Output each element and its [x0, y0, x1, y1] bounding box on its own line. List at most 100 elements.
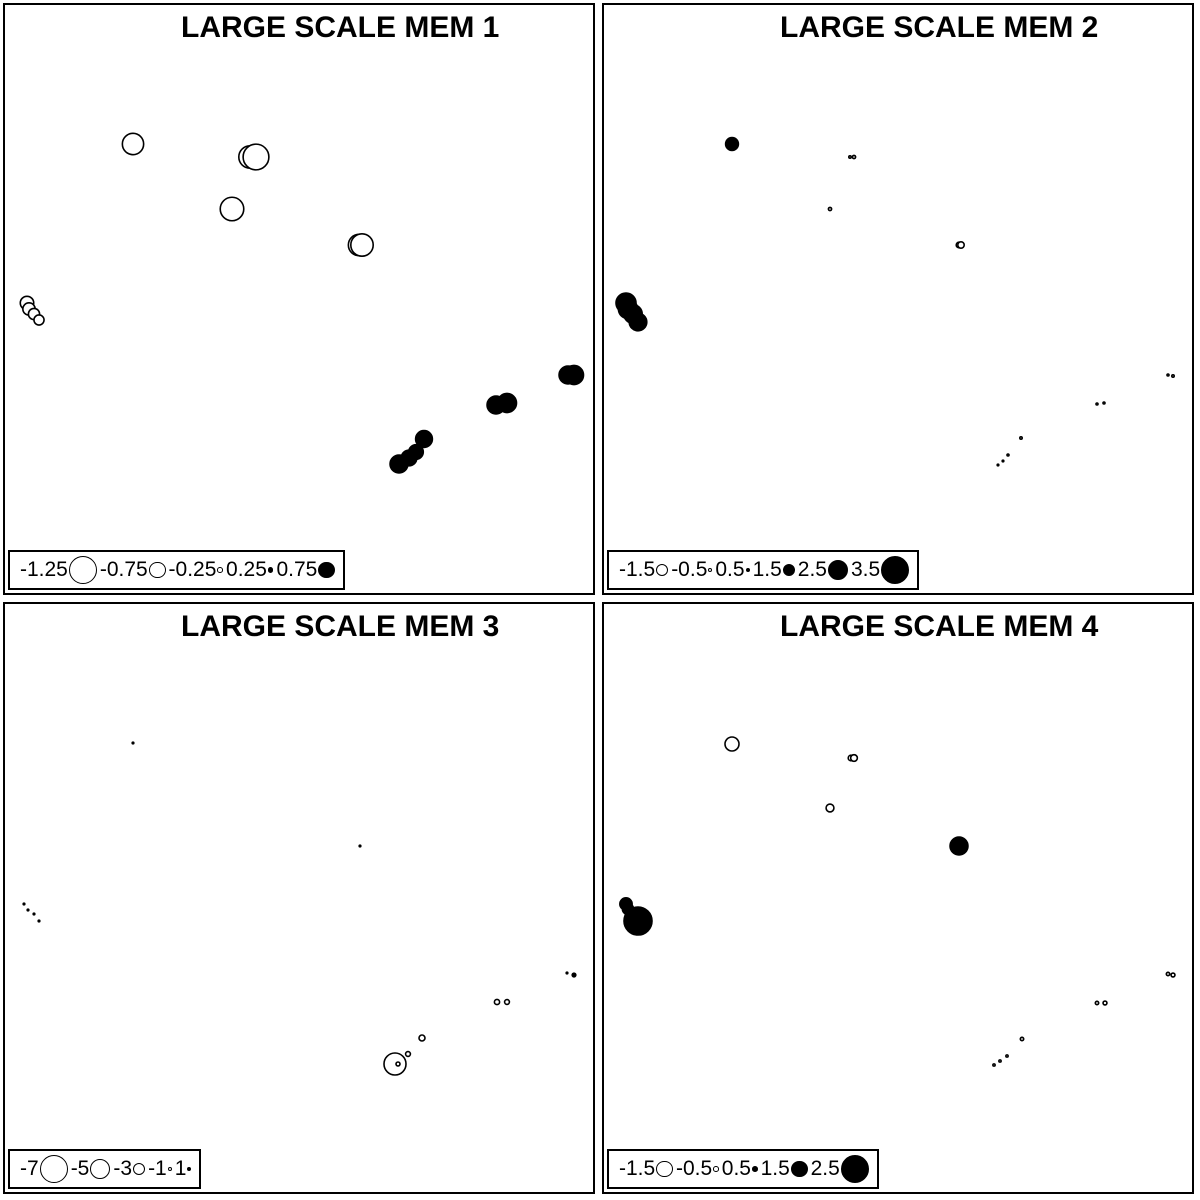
legend-item: 2.5 — [811, 1155, 869, 1183]
data-point — [1006, 453, 1010, 457]
legend-item: 1 — [175, 1157, 192, 1181]
legend-item: -0.5 — [671, 558, 713, 582]
chart-title: LARGE SCALE MEM 1 — [181, 11, 500, 44]
legend-item: 0.5 — [722, 1157, 758, 1181]
scatter-plot — [619, 736, 1176, 1067]
legend-symbol-icon — [39, 1155, 68, 1183]
legend-symbol-icon — [782, 564, 795, 576]
legend: -1.25 -0.75 -0.25 0.25 0.75 — [8, 550, 346, 590]
legend-symbol-icon — [68, 556, 97, 584]
data-point — [1094, 1000, 1100, 1006]
data-point — [389, 454, 409, 474]
data-point — [1018, 435, 1023, 440]
legend-label: 0.75 — [276, 558, 318, 581]
data-point — [32, 912, 36, 916]
legend-symbol-icon — [656, 564, 669, 576]
data-point — [37, 919, 41, 923]
legend-symbol-icon — [656, 1160, 673, 1178]
data-point — [414, 429, 434, 449]
legend-item: 0.75 — [276, 558, 336, 582]
legend-label: -0.25 — [168, 558, 217, 581]
legend-symbol-icon — [708, 568, 713, 572]
chart-title: LARGE SCALE MEM 4 — [780, 610, 1099, 643]
data-point — [33, 314, 45, 326]
legend: -7 -5 -3 -1 1 — [8, 1149, 202, 1189]
legend: -1.5 -0.5 0.5 1.5 2.5 3.5 — [607, 550, 920, 590]
data-point — [383, 1052, 407, 1076]
data-point — [493, 998, 501, 1006]
data-point — [242, 143, 270, 171]
legend-symbol-icon — [167, 1167, 172, 1171]
data-point — [565, 971, 569, 975]
legend-label: -0.75 — [99, 558, 148, 581]
data-point — [496, 392, 518, 414]
legend-label: -1 — [148, 1157, 167, 1180]
data-point — [849, 753, 859, 763]
legend-item: 3.5 — [850, 556, 910, 584]
data-point — [22, 902, 26, 906]
legend-label: -5 — [70, 1157, 90, 1180]
data-point — [724, 736, 740, 752]
chart-panel-2: LARGE SCALE MEM 2 -1.5 -0.5 0.5 1.5 2.5 3.5 — [602, 3, 1194, 595]
legend-label: -1.25 — [20, 558, 68, 581]
legend-label: -0.5 — [671, 558, 708, 581]
data-point — [825, 803, 835, 813]
data-point — [992, 1063, 996, 1067]
legend-item: -3 — [113, 1157, 146, 1181]
legend-symbol-icon — [827, 560, 848, 580]
data-point — [1001, 459, 1005, 463]
data-point — [1005, 1054, 1009, 1058]
chart-panel-4: LARGE SCALE MEM 4 -1.5 -0.5 0.5 1.5 2.5 — [602, 602, 1194, 1194]
data-point — [996, 463, 1000, 467]
data-point — [848, 155, 853, 160]
data-point — [623, 906, 653, 936]
data-point — [827, 206, 833, 212]
legend-item: 0.25 — [226, 558, 274, 582]
scatter-plot — [615, 136, 1175, 467]
legend-item: 1.5 — [761, 1157, 808, 1181]
legend-label: -3 — [113, 1157, 133, 1180]
chart-panel-3: LARGE SCALE MEM 3 -7 -5 -3 -1 1 — [3, 602, 595, 1194]
data-point — [851, 154, 857, 160]
legend-symbol-icon — [840, 1155, 869, 1183]
legend-label: 1.5 — [760, 1157, 790, 1180]
data-point — [1170, 373, 1175, 378]
chart-title: LARGE SCALE MEM 2 — [780, 11, 1099, 44]
data-point — [121, 132, 145, 156]
legend-item: -0.75 — [100, 558, 166, 582]
data-point — [404, 1050, 412, 1058]
legend-symbol-icon — [148, 561, 166, 579]
data-point — [1102, 401, 1106, 405]
scatter-plot — [22, 741, 577, 1076]
data-point — [349, 233, 374, 258]
data-point — [1165, 971, 1171, 977]
legend-label: 0.25 — [226, 558, 267, 581]
data-point — [1095, 402, 1099, 406]
data-point — [563, 364, 585, 386]
legend-symbol-icon — [133, 1163, 146, 1175]
legend-symbol-icon — [713, 1166, 719, 1172]
data-point — [503, 998, 511, 1006]
legend-item: -1.25 — [20, 556, 97, 584]
legend-symbol-icon — [881, 556, 910, 584]
legend-symbol-icon — [790, 1160, 808, 1178]
data-point — [418, 1034, 426, 1042]
legend-item: -0.5 — [676, 1157, 719, 1181]
data-point — [395, 1061, 401, 1067]
chart-title: LARGE SCALE MEM 3 — [181, 610, 500, 643]
legend-item: -5 — [71, 1157, 111, 1181]
legend-symbol-icon — [318, 561, 336, 579]
legend-symbol-icon — [217, 567, 224, 573]
legend-item: -1 — [148, 1157, 172, 1181]
data-point — [949, 836, 969, 856]
data-point — [628, 312, 648, 332]
legend-label: 0.5 — [715, 558, 745, 581]
legend-label: 3.5 — [850, 558, 881, 581]
legend-item: 1.5 — [753, 558, 795, 582]
legend-symbol-icon — [751, 1166, 758, 1172]
data-point — [571, 972, 577, 978]
data-point — [358, 844, 362, 848]
legend-label: 1.5 — [752, 558, 782, 581]
legend-item: 2.5 — [798, 558, 848, 582]
data-point — [956, 241, 965, 250]
